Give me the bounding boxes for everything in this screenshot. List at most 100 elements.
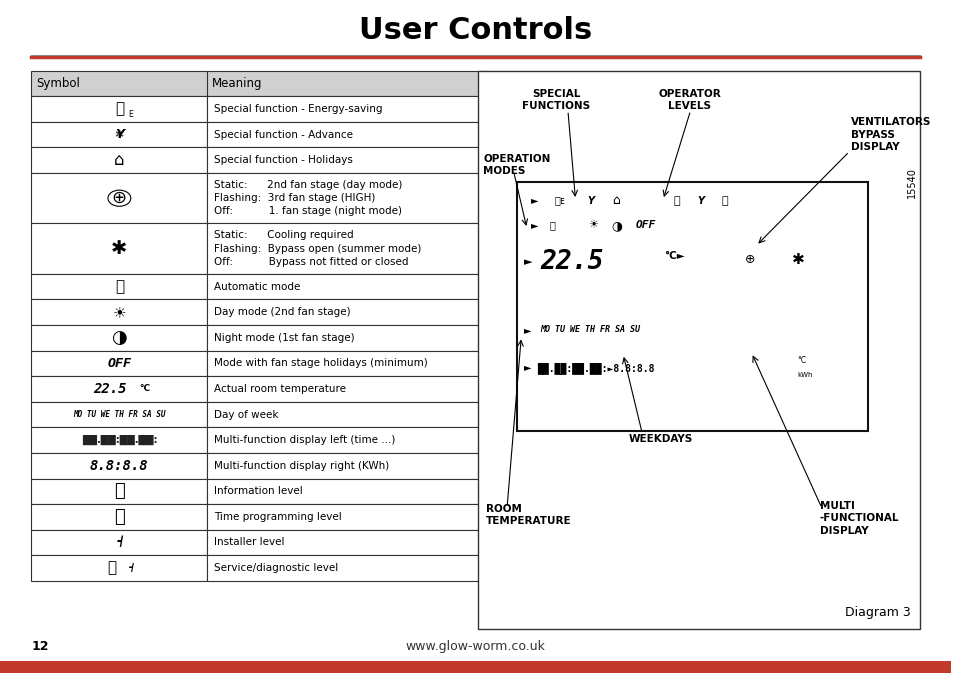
Text: ⓟ: ⓟ (114, 508, 125, 526)
Bar (207, 376, 488, 402)
Bar (516, 182, 867, 431)
Text: User Controls: User Controls (358, 15, 592, 45)
Bar (207, 504, 488, 530)
Text: °C: °C (797, 355, 805, 365)
Bar (207, 122, 488, 147)
Bar (207, 530, 488, 555)
Text: Service/diagnostic level: Service/diagnostic level (213, 563, 338, 573)
Text: Meaning: Meaning (212, 77, 262, 90)
Text: ⏰: ⏰ (114, 279, 124, 294)
Bar (31, 351, 207, 376)
Text: OFF: OFF (635, 221, 655, 230)
Text: Y: Y (697, 196, 703, 205)
Text: Special function - Energy-saving: Special function - Energy-saving (213, 104, 382, 114)
Text: ˧: ˧ (128, 561, 133, 575)
Text: Day of week: Day of week (213, 410, 278, 419)
Text: ►: ► (530, 196, 537, 205)
Bar (31, 122, 207, 147)
Text: Symbol: Symbol (36, 77, 80, 90)
Text: ☀: ☀ (587, 221, 598, 230)
Text: ◑: ◑ (611, 219, 622, 232)
Bar (31, 530, 207, 555)
Text: ⊕: ⊕ (112, 189, 127, 207)
Text: 8.8:8.8: 8.8:8.8 (90, 459, 149, 472)
Bar (31, 325, 207, 351)
Text: ⓘ: ⓘ (720, 196, 727, 205)
Text: ✱: ✱ (112, 239, 128, 258)
Text: ⌂: ⌂ (611, 194, 618, 207)
Text: ☀: ☀ (112, 305, 126, 320)
Bar (31, 479, 207, 504)
Bar (31, 173, 207, 223)
Text: Diagram 3: Diagram 3 (843, 606, 909, 619)
Text: Time programming level: Time programming level (213, 512, 341, 522)
Bar (31, 376, 207, 402)
Text: 12: 12 (31, 639, 49, 653)
Text: ⏰: ⏰ (549, 221, 555, 230)
Text: Static:      2nd fan stage (day mode)
Flashing:  3rd fan stage (HIGH)
Off:      : Static: 2nd fan stage (day mode) Flashin… (213, 180, 402, 217)
Text: OPERATOR
LEVELS: OPERATOR LEVELS (658, 89, 720, 111)
Text: WEEKDAYS: WEEKDAYS (628, 434, 693, 444)
Text: MULTI
-FUNCTIONAL
DISPLAY: MULTI -FUNCTIONAL DISPLAY (820, 501, 899, 536)
Text: ⓘ: ⓘ (114, 483, 125, 500)
Text: ⊕: ⊕ (744, 252, 755, 266)
Text: ►: ► (530, 221, 537, 230)
Text: Static:      Cooling required
Flashing:  Bypass open (summer mode)
Off:         : Static: Cooling required Flashing: Bypas… (213, 230, 421, 267)
Text: SPECIAL
FUNCTIONS: SPECIAL FUNCTIONS (522, 89, 590, 111)
Text: °C►: °C► (663, 251, 684, 260)
Bar (207, 274, 488, 299)
Text: Automatic mode: Automatic mode (213, 282, 300, 291)
Bar (207, 299, 488, 325)
Text: Information level: Information level (213, 487, 302, 496)
Text: °C: °C (139, 384, 151, 394)
Text: www.glow-worm.co.uk: www.glow-worm.co.uk (405, 639, 545, 653)
Text: Multi-function display left (time ...): Multi-function display left (time ...) (213, 435, 395, 445)
Bar (31, 453, 207, 479)
Text: 22.5: 22.5 (539, 250, 603, 275)
Bar (31, 223, 207, 274)
Bar (207, 402, 488, 427)
Text: ✱: ✱ (114, 130, 124, 139)
Bar (31, 147, 207, 173)
Text: Installer level: Installer level (213, 538, 284, 547)
Bar (207, 555, 488, 581)
Text: ►: ► (523, 362, 531, 371)
Bar (207, 427, 488, 453)
Text: Ⓔ: Ⓔ (114, 102, 124, 116)
Bar (207, 147, 488, 173)
Text: ►: ► (523, 258, 532, 267)
Text: ˧: ˧ (115, 535, 123, 550)
Bar (31, 274, 207, 299)
Bar (207, 351, 488, 376)
Bar (207, 173, 488, 223)
Text: Ⓔᴇ: Ⓔᴇ (554, 196, 565, 205)
Bar (207, 479, 488, 504)
Bar (207, 325, 488, 351)
Bar (31, 299, 207, 325)
Bar (0, 661, 950, 673)
Bar (207, 453, 488, 479)
Text: Y: Y (114, 128, 124, 141)
Text: Multi-function display right (KWh): Multi-function display right (KWh) (213, 461, 389, 470)
Text: Actual room temperature: Actual room temperature (213, 384, 346, 394)
Bar (31, 555, 207, 581)
Bar (478, 71, 919, 629)
Bar (31, 504, 207, 530)
Text: ◑: ◑ (112, 329, 127, 347)
Text: ►: ► (523, 325, 531, 334)
Text: Special function - Advance: Special function - Advance (213, 130, 353, 139)
Text: ██.██:██.██:: ██.██:██.██: (82, 435, 157, 446)
Text: MO TU WE TH FR SA SU: MO TU WE TH FR SA SU (73, 410, 166, 419)
Bar (31, 427, 207, 453)
Text: ROOM
TEMPERATURE: ROOM TEMPERATURE (486, 503, 571, 526)
Text: Night mode (1st fan stage): Night mode (1st fan stage) (213, 333, 355, 343)
Text: Mode with fan stage holidays (minimum): Mode with fan stage holidays (minimum) (213, 359, 427, 368)
Text: MO TU WE TH FR SA SU: MO TU WE TH FR SA SU (539, 325, 639, 334)
Bar (207, 223, 488, 274)
Text: E: E (129, 110, 133, 119)
Text: 15540: 15540 (906, 167, 916, 198)
Text: Day mode (2nd fan stage): Day mode (2nd fan stage) (213, 308, 351, 317)
Bar (31, 96, 207, 122)
Text: ⌂: ⌂ (114, 151, 125, 169)
Text: ⓟ: ⓟ (107, 561, 116, 575)
